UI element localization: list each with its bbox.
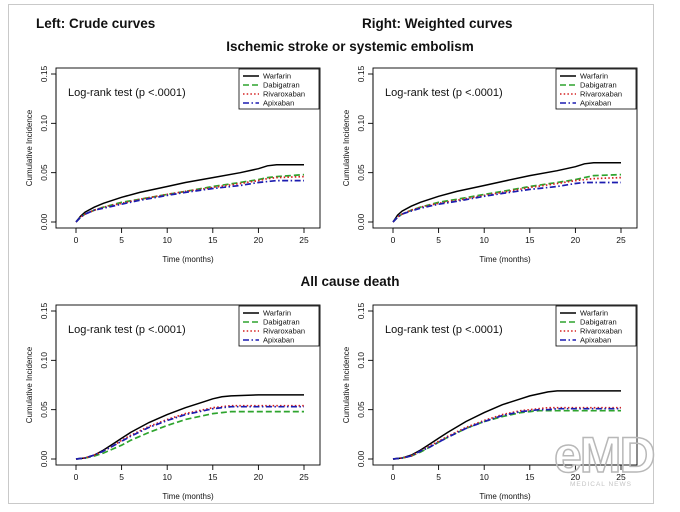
x-tick-label: 15: [525, 235, 535, 245]
y-tick-label: 0.15: [39, 302, 49, 319]
legend-label-apixaban: Apixaban: [263, 336, 294, 345]
series-line-dabigatran: [392, 173, 622, 223]
x-tick-label: 25: [616, 472, 626, 482]
x-tick-label: 15: [208, 472, 218, 482]
series-line-dabigatran: [75, 410, 304, 460]
title-top: Ischemic stroke or systemic embolism: [226, 39, 474, 54]
x-tick-label: 20: [571, 472, 581, 482]
y-tick-label: 0.10: [39, 115, 49, 132]
legend-label-warfarin: Warfarin: [580, 309, 608, 318]
y-tick-label: 0.15: [39, 65, 49, 82]
x-axis-label: Time (months): [479, 492, 531, 501]
x-tick-label: 5: [436, 235, 441, 245]
log-rank-annotation: Log-rank test (p <.0001): [68, 87, 186, 99]
y-tick-label: 0.05: [39, 401, 49, 418]
legend-label-dabigatran: Dabigatran: [263, 81, 300, 90]
x-tick-label: 5: [436, 472, 441, 482]
y-tick-label: 0.10: [39, 352, 49, 369]
log-rank-annotation: Log-rank test (p <.0001): [385, 324, 503, 336]
series-line-apixaban: [75, 179, 304, 223]
legend-label-dabigatran: Dabigatran: [263, 318, 300, 327]
y-tick-label: 0.00: [39, 213, 49, 230]
x-tick-label: 10: [162, 472, 172, 482]
legend-label-dabigatran: Dabigatran: [580, 81, 617, 90]
x-tick-label: 0: [74, 472, 79, 482]
x-tick-label: 20: [254, 472, 264, 482]
y-tick-label: 0.00: [356, 213, 366, 230]
series-line-dabigatran: [392, 409, 621, 460]
series-line-apixaban: [392, 407, 621, 460]
series-line-apixaban: [75, 405, 304, 460]
x-tick-label: 25: [299, 235, 309, 245]
legend-label-rivaroxaban: Rivaroxaban: [263, 327, 305, 336]
x-tick-label: 5: [119, 235, 124, 245]
y-tick-label: 0.05: [39, 164, 49, 181]
chart-top-right: 0 5 10 15 20 25 0.00 0.05 0.10 0.15 Time (months) C…: [342, 65, 638, 264]
legend-label-rivaroxaban: Rivaroxaban: [580, 327, 622, 336]
legend-label-warfarin: Warfarin: [263, 309, 291, 318]
x-axis-label: Time (months): [162, 492, 214, 501]
series-line-rivaroxaban: [75, 404, 304, 460]
y-tick-label: 0.15: [356, 302, 366, 319]
legend-label-dabigatran: Dabigatran: [580, 318, 617, 327]
x-tick-label: 10: [479, 472, 489, 482]
series-line-warfarin: [392, 390, 621, 460]
x-tick-label: 20: [254, 235, 264, 245]
x-tick-label: 15: [525, 472, 535, 482]
chart-bottom-right: 0 5 10 15 20 25 0.00 0.05 0.10 0.15 Time (months) C…: [342, 302, 638, 501]
x-tick-label: 20: [571, 235, 581, 245]
series-line-warfarin: [75, 394, 304, 460]
legend-label-apixaban: Apixaban: [263, 99, 294, 108]
y-tick-label: 0.10: [356, 115, 366, 132]
legend-label-warfarin: Warfarin: [263, 72, 291, 81]
header-left: Left: Crude curves: [36, 16, 156, 31]
legend-label-apixaban: Apixaban: [580, 99, 611, 108]
series-line-apixaban: [392, 181, 621, 223]
chart-top-left: 0 5 10 15 20 25 0.00 0.05 0.10 0.15 Time (months) C…: [25, 65, 321, 264]
log-rank-annotation: Log-rank test (p <.0001): [385, 87, 503, 99]
series-line-warfarin: [392, 162, 621, 223]
y-tick-label: 0.05: [356, 164, 366, 181]
y-axis-label: Cumulative Incidence: [25, 109, 34, 186]
x-tick-label: 25: [299, 472, 309, 482]
y-tick-label: 0.00: [356, 450, 366, 467]
series-line-warfarin: [75, 164, 304, 223]
x-tick-label: 25: [616, 235, 626, 245]
series-line-rivaroxaban: [75, 175, 305, 223]
y-tick-label: 0.00: [39, 450, 49, 467]
y-axis-label: Cumulative Incidence: [342, 109, 351, 186]
figure-frame: [8, 4, 654, 504]
y-tick-label: 0.15: [356, 65, 366, 82]
watermark-letters: eMD: [554, 427, 654, 483]
x-tick-label: 0: [74, 235, 79, 245]
chart-bottom-left: 0 5 10 15 20 25 0.00 0.05 0.10 0.15 Time (months) C…: [25, 302, 321, 501]
x-tick-label: 0: [391, 235, 396, 245]
y-tick-label: 0.10: [356, 352, 366, 369]
header-right: Right: Weighted curves: [362, 16, 513, 31]
x-axis-label: Time (months): [479, 255, 531, 264]
x-tick-label: 5: [119, 472, 124, 482]
x-tick-label: 15: [208, 235, 218, 245]
legend-label-rivaroxaban: Rivaroxaban: [580, 90, 622, 99]
y-axis-label: Cumulative Incidence: [25, 346, 34, 423]
watermark-tag: MEDICAL NEWS: [570, 481, 632, 488]
x-tick-label: 0: [391, 472, 396, 482]
legend-label-rivaroxaban: Rivaroxaban: [263, 90, 305, 99]
y-tick-label: 0.05: [356, 401, 366, 418]
legend-label-warfarin: Warfarin: [580, 72, 608, 81]
x-tick-label: 10: [162, 235, 172, 245]
log-rank-annotation: Log-rank test (p <.0001): [68, 324, 186, 336]
legend-label-apixaban: Apixaban: [580, 336, 611, 345]
x-axis-label: Time (months): [162, 255, 214, 264]
y-axis-label: Cumulative Incidence: [342, 346, 351, 423]
x-tick-label: 10: [479, 235, 489, 245]
emd-watermark-logo: eMD MEDICAL NEWS: [553, 426, 657, 488]
title-bottom: All cause death: [300, 274, 400, 289]
